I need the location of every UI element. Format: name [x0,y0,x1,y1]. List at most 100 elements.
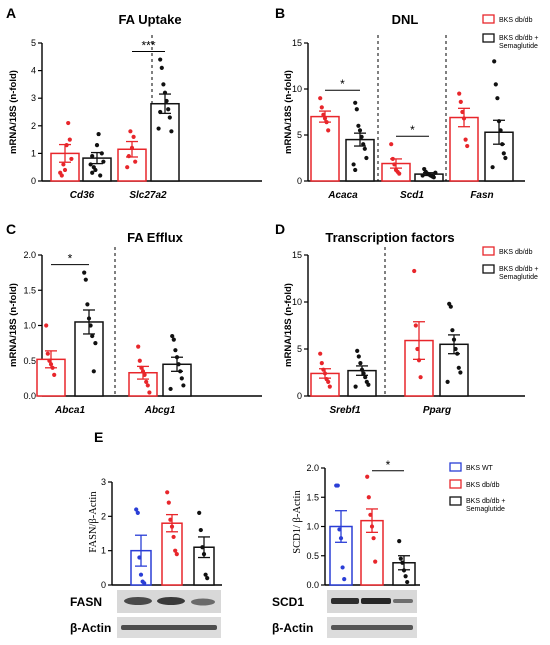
data-point [125,165,130,170]
data-point [166,107,171,112]
y-axis-label-b: mRNA/18S (n-fold) [283,70,294,154]
data-point [363,375,368,380]
data-point [496,119,502,124]
data-point [456,365,461,370]
data-point [171,534,176,540]
legend-b: BKS db/db BKS db/db + Semaglutide [482,14,539,50]
data-point [168,517,173,522]
data-point [61,162,66,167]
data-point [326,128,331,133]
data-point [52,372,57,377]
x-category-label: Pparg [423,405,451,416]
data-point [433,170,438,175]
bar-db [310,115,340,182]
y-tick-label: 0 [297,391,302,401]
bar-db [161,522,183,586]
data-point [357,128,363,133]
blot-actin-strip-2 [327,617,417,638]
data-point [371,536,376,541]
data-point [340,565,345,570]
data-point [203,572,208,577]
data-point [392,162,397,167]
legend-label-wt: BKS WT [466,465,494,472]
y-tick-label: 1.5 [306,492,319,502]
data-point [62,167,68,173]
legend-swatch-sema [482,33,495,43]
chart-panel-5: 0 1 2 3 [101,477,222,590]
data-point [321,112,326,117]
data-point [390,156,395,162]
data-point [178,369,183,374]
y-tick-label: 15 [292,250,302,260]
data-point [463,137,468,142]
data-point [321,367,326,372]
data-point [86,316,92,321]
data-point [85,302,90,307]
legend-swatch-sema [449,496,462,506]
data-point [327,384,332,389]
data-point [335,483,340,488]
data-point [490,165,495,170]
data-point [364,155,369,161]
data-point [140,369,146,374]
data-point [67,137,72,142]
data-point [64,143,69,148]
significance-label: * [386,458,391,472]
data-point [48,362,54,367]
data-point [166,500,171,505]
data-point [451,337,457,342]
data-point [362,146,367,151]
x-category-label: Scd1 [400,190,424,201]
data-point [431,175,436,180]
data-point [326,379,331,384]
legend-label-sema-2: Semaglutide [466,506,505,513]
data-point [161,82,166,87]
data-point [351,162,356,167]
y-axis-label-a: mRNA/18S (n-fold) [8,70,19,154]
y-tick-label: 0 [31,176,36,186]
data-point [465,143,470,149]
data-point [498,128,503,133]
chart-panel-4: 0 5 10 15 Srebf1 Pparg [292,247,525,416]
data-point [93,341,98,346]
y-axis-label-scd1: SCD1/ β-Actin [292,490,303,554]
data-point [389,142,394,147]
y-tick-label: 5 [297,130,302,140]
data-point [171,337,176,342]
legend-e: BKS WT BKS db/db BKS db/db + Semaglutide [449,462,506,513]
data-point [403,574,408,579]
data-point [47,358,52,363]
legend-swatch-sema [482,264,495,274]
x-category-label: Acaca [327,190,358,201]
data-point [156,126,161,131]
data-point [59,173,64,178]
y-tick-label: 0 [101,580,106,590]
data-point [93,167,98,173]
y-tick-label: 2 [101,511,106,521]
x-category-label: Slc27a2 [129,190,167,201]
data-point [44,323,49,328]
data-point [142,581,147,586]
data-point [147,390,152,395]
legend-swatch-db [449,479,462,489]
legend-label-sema: BKS db/db + [466,498,506,505]
data-point [319,105,324,110]
data-point [134,507,139,512]
y-tick-label: 0 [297,176,302,186]
significance-label: * [340,77,345,91]
chart-panel-2: 0 5 10 15 Acaca Scd1 Fasn * * [292,35,525,201]
data-point [458,99,463,104]
data-point [200,545,205,550]
data-point [138,572,144,577]
data-point [420,173,425,178]
blot-label-fasn: FASN [70,595,102,609]
panel-letter-b: B [275,5,285,21]
data-point [99,151,104,156]
data-point [145,383,150,388]
data-point [353,167,358,173]
data-point [128,129,133,134]
y-tick-label: 2 [31,121,36,131]
data-point [90,333,95,339]
data-point [324,120,329,125]
data-point [137,358,142,363]
